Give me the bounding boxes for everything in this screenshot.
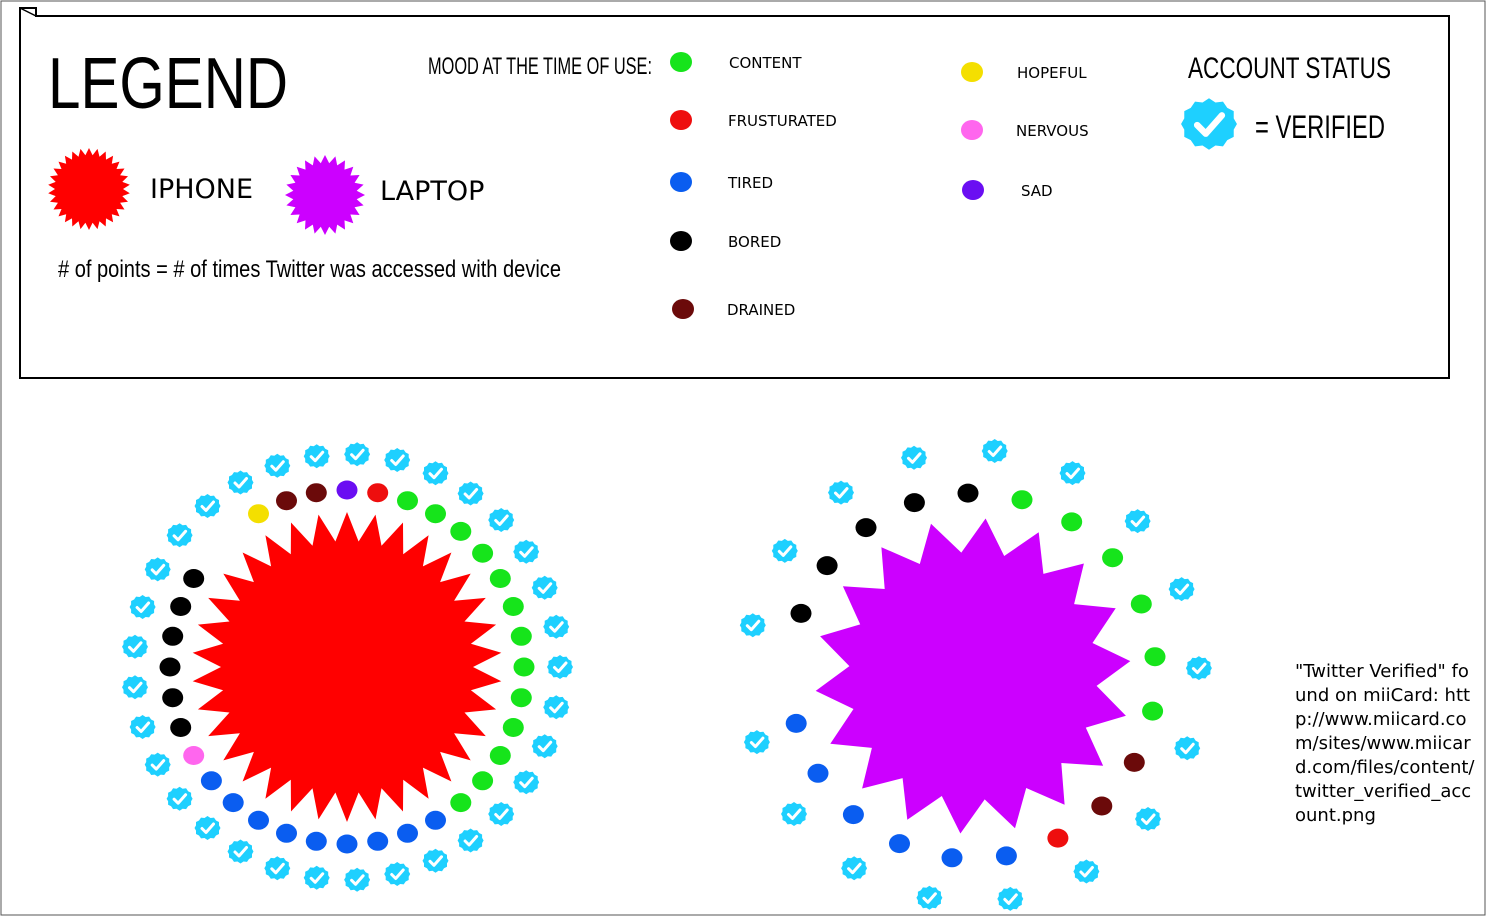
mood-swatch-content (670, 52, 692, 72)
laptop-mood-point-tired (842, 805, 864, 825)
mood-label-hopeful: HOPEFUL (1017, 64, 1087, 82)
laptop-device-star (815, 518, 1131, 834)
iphone-mood-point-hopeful (248, 504, 269, 524)
mood-label-drained: DRAINED (727, 301, 795, 319)
iphone-mood-point-tired (425, 810, 446, 830)
laptop-mood-point-tired (785, 713, 807, 733)
iphone-mood-point-drained (305, 483, 327, 503)
mood-label-frustrated: FRUSTURATED (728, 112, 837, 130)
iphone-mood-point-tired (200, 771, 222, 791)
iphone-mood-point-content (489, 569, 511, 588)
iphone-mood-point-content (450, 521, 472, 541)
laptop-mood-point-content (1102, 548, 1124, 568)
iphone-legend-label: IPHONE (150, 174, 253, 205)
iphone-mood-point-tired (222, 793, 244, 813)
laptop-mood-point-frustrated (1047, 828, 1069, 848)
iphone-mood-point-content (472, 543, 494, 563)
laptop-mood-point-tired (941, 848, 963, 868)
iphone-mood-point-bored (159, 657, 181, 677)
mood-swatch-sad (962, 180, 984, 200)
laptop-legend-label: LAPTOP (380, 176, 484, 207)
mood-heading: MOOD AT THE TIME OF USE: (428, 53, 652, 80)
image-credit: "Twitter Verified" found on miiCard: htt… (1295, 661, 1475, 826)
iphone-mood-point-bored (162, 626, 184, 646)
iphone-mood-point-frustrated (367, 483, 389, 503)
mood-legend-item-nervous: NERVOUS (961, 120, 1089, 140)
laptop-mood-point-bored (790, 603, 812, 623)
laptop-legend-star (285, 155, 365, 235)
account-status-heading: ACCOUNT STATUS (1188, 52, 1391, 85)
laptop-mood-point-tired (807, 763, 829, 783)
mood-swatch-tired (670, 172, 692, 192)
iphone-mood-point-nervous (183, 746, 205, 765)
laptop-mood-point-tired (889, 834, 910, 854)
iphone-mood-point-tired (248, 810, 269, 830)
mood-label-tired: TIRED (727, 174, 773, 192)
iphone-mood-point-content (510, 626, 532, 646)
iphone-mood-point-content (510, 688, 532, 708)
iphone-mood-point-bored (170, 718, 192, 737)
iphone-mood-point-content (513, 657, 535, 677)
mood-legend-item-tired: TIRED (670, 172, 773, 192)
mood-legend-item-frustrated: FRUSTURATED (670, 110, 837, 130)
mood-label-sad: SAD (1021, 182, 1053, 200)
iphone-mood-point-content (472, 771, 494, 791)
iphone-legend-star (48, 148, 130, 230)
mood-label-content: CONTENT (729, 54, 802, 72)
iphone-mood-point-content (425, 504, 446, 524)
laptop-mood-point-content (1142, 701, 1164, 721)
mood-swatch-hopeful (961, 62, 983, 82)
points-note: # of points = # of times Twitter was acc… (58, 256, 561, 283)
laptop-mood-point-drained (1091, 796, 1113, 816)
iphone-mood-point-content (502, 597, 524, 616)
iphone-mood-point-bored (183, 569, 205, 588)
laptop-chart (738, 437, 1214, 913)
legend-box (19, 7, 1450, 379)
laptop-mood-point-content (1061, 512, 1083, 532)
iphone-device-star (192, 512, 502, 822)
iphone-chart (120, 440, 575, 894)
mood-legend-item-drained: DRAINED (672, 299, 795, 319)
laptop-mood-point-bored (903, 493, 925, 513)
iphone-mood-point-content (489, 746, 511, 765)
iphone-mood-point-drained (276, 491, 297, 511)
mood-swatch-frustrated (670, 110, 692, 130)
iphone-mood-point-content (450, 793, 472, 813)
mood-legend-item-sad: SAD (962, 180, 1053, 200)
iphone-mood-point-tired (336, 834, 358, 854)
iphone-mood-point-bored (170, 597, 192, 616)
iphone-mood-point-tired (276, 823, 297, 843)
laptop-mood-point-tired (995, 846, 1017, 866)
mood-legend-item-hopeful: HOPEFUL (961, 62, 1087, 82)
mood-swatch-nervous (961, 120, 983, 140)
laptop-mood-point-bored (855, 518, 877, 538)
laptop-mood-point-bored (816, 556, 838, 576)
laptop-mood-point-bored (957, 483, 979, 503)
mood-swatch-drained (672, 299, 694, 319)
verified-label: = VERIFIED (1255, 109, 1385, 145)
iphone-mood-point-bored (162, 688, 184, 708)
laptop-mood-point-content (1011, 490, 1033, 510)
laptop-mood-point-drained (1123, 752, 1145, 772)
iphone-mood-point-sad (336, 480, 358, 500)
mood-label-bored: BORED (728, 233, 781, 251)
mood-legend-item-bored: BORED (670, 231, 781, 251)
laptop-mood-point-content (1144, 647, 1166, 667)
legend-title: LEGEND (48, 44, 288, 124)
mood-legend: CONTENT FRUSTURATED TIRED BORED DRAINED HOPEF… (670, 52, 1089, 319)
mood-legend-item-content: CONTENT (670, 52, 802, 72)
iphone-mood-point-content (502, 718, 524, 737)
iphone-mood-point-tired (397, 823, 418, 843)
legend-tab (19, 7, 37, 17)
laptop-mood-point-content (1130, 594, 1152, 614)
mood-label-nervous: NERVOUS (1016, 122, 1089, 140)
iphone-mood-point-tired (367, 831, 389, 851)
iphone-mood-point-tired (305, 831, 327, 851)
mood-swatch-bored (670, 231, 692, 251)
iphone-mood-point-content (397, 491, 418, 511)
